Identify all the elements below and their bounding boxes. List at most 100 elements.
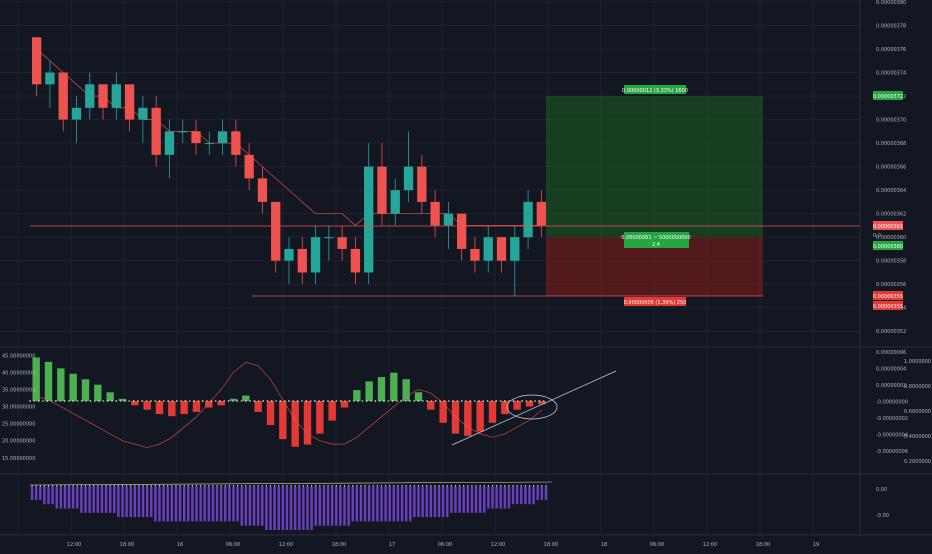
candle-body (111, 84, 121, 108)
price-axis[interactable]: 0.00000380 0.00000378 0.00000376 0.00000374… (876, 0, 906, 335)
oscillator-zero-dot (421, 400, 424, 402)
time-tick-label: 18:00 (120, 542, 134, 548)
oscillator-zero-dot (352, 400, 355, 402)
macd-dot (450, 485, 453, 487)
target-zone[interactable] (546, 96, 763, 237)
oscillator-left-tick: 20.00000000 (2, 439, 35, 445)
candle-body (536, 201, 547, 226)
macd-bar (540, 487, 544, 500)
price-tick-label: 0.00000358 (876, 259, 906, 265)
macd-bar (158, 487, 161, 522)
candle-body (350, 248, 361, 273)
macd-dot (483, 485, 485, 487)
macd-bar (63, 487, 67, 509)
oscillator-zero-dot (149, 400, 152, 402)
macd-dot (253, 485, 255, 487)
oscillator-bar (254, 401, 262, 412)
candle-body (417, 166, 427, 202)
oscillator-zero-dot (85, 400, 88, 402)
oscillator-zero-dot (482, 400, 485, 402)
macd-dot (508, 485, 510, 487)
macd-bar (343, 487, 346, 526)
macd-bar (30, 487, 34, 500)
macd-dot (315, 485, 317, 487)
macd-dot (191, 485, 194, 487)
price-label-entry: 0.00000360 (873, 241, 903, 250)
macd-bar (47, 487, 50, 505)
oscillator-zero-dot (370, 400, 372, 402)
time-tick-label: 19 (813, 542, 819, 548)
macd-dot (306, 485, 309, 487)
macd-bar (178, 487, 182, 522)
macd-dot (236, 485, 239, 487)
macd-bar (96, 487, 100, 513)
oscillator-zero-dot (292, 400, 295, 402)
oscillator-zero-dot (67, 400, 70, 402)
oscillator-bar (525, 401, 534, 407)
candles (31, 37, 547, 296)
oscillator-zero-dot (387, 400, 390, 402)
svg-text:0.00000061 ~ 5000000000: 0.00000061 ~ 5000000000 (621, 235, 690, 241)
oscillator-zero-dot (283, 400, 286, 402)
macd-dot (43, 485, 46, 487)
oscillator-zero-dot (227, 400, 230, 402)
macd-dot (216, 485, 218, 487)
oscillator-bar (57, 368, 65, 401)
macd-bar (182, 487, 186, 522)
candle-body (178, 131, 188, 133)
oscillator-bar (328, 401, 336, 421)
price-tick-label: 0.00000376 (876, 47, 906, 53)
oscillator-bar (155, 401, 164, 415)
price-label-last-b: 0.0 (873, 233, 881, 239)
oscillator-zero-dot (111, 400, 113, 402)
candle-body (151, 107, 161, 155)
svg-text:0.0: 0.0 (873, 233, 881, 239)
macd-dot (442, 485, 444, 487)
oscillator-zero-dot (206, 400, 208, 402)
macd-bar (80, 487, 83, 513)
oscillator-bar (217, 401, 225, 406)
macd-dot (113, 485, 115, 487)
oscillator-bar (439, 401, 447, 423)
macd-dot (421, 485, 424, 487)
macd-dot (368, 485, 370, 487)
macd-bar (339, 487, 342, 526)
macd-dot (512, 485, 514, 487)
macd-bar (511, 487, 515, 505)
oscillator-zero-dot (374, 400, 377, 402)
oscillator-left-tick: 45.00000000 (2, 353, 35, 359)
macd-bar (39, 487, 42, 500)
time-axis[interactable]: 12:00 18:00 16 06:00 12:00 18:00 17 06:00 12:00 1… (67, 542, 819, 548)
oscillator-right-tick-2: 0.2000000 (904, 459, 931, 465)
macd-dot (183, 485, 185, 487)
oscillator-zero-dot (231, 400, 234, 402)
oscillator-left-tick: 15.00000000 (2, 456, 35, 462)
macd-dot (323, 485, 325, 487)
macd-dot (487, 485, 490, 487)
candle-body (297, 248, 307, 273)
macd-bar (318, 487, 322, 526)
candle-body (337, 237, 347, 249)
oscillator-zero-dot (240, 400, 243, 402)
oscillator-zero-dot (102, 400, 105, 402)
macd-bar (306, 487, 309, 530)
candle-body (310, 237, 321, 273)
trendline[interactable] (451, 370, 617, 446)
time-tick-label: 18 (601, 542, 607, 548)
macd-bar (380, 487, 383, 522)
oscillator-left-tick: 30.00000000 (2, 405, 35, 411)
candle-body (71, 107, 82, 120)
macd-bar (207, 487, 211, 522)
candle-body (324, 237, 334, 239)
candle-body (138, 107, 148, 120)
highlight-ellipse[interactable] (506, 394, 558, 420)
macd-bar (310, 487, 313, 530)
macd-dot (97, 485, 99, 487)
macd-bar (355, 487, 359, 522)
time-tick-label: 12:00 (279, 542, 293, 548)
macd-dot (331, 485, 333, 487)
macd-bar (396, 487, 400, 522)
candle-body (257, 178, 268, 202)
oscillator-zero-dot (525, 400, 528, 402)
